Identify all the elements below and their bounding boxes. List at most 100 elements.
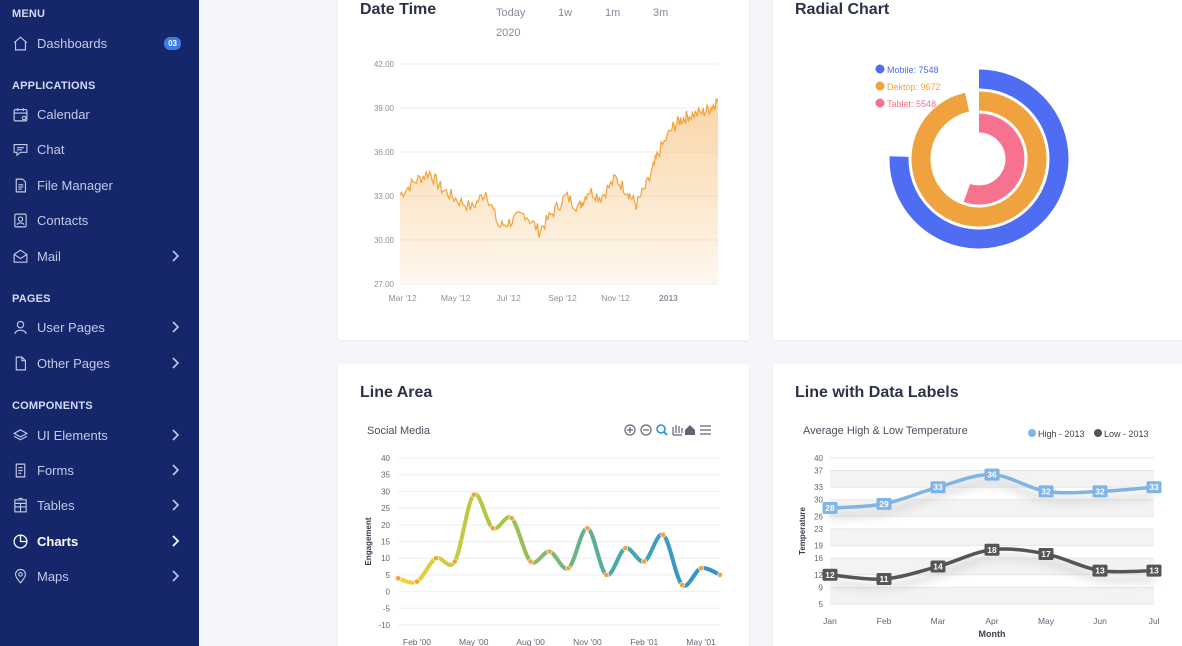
sidebar-item-tables[interactable]: Tables bbox=[0, 491, 199, 519]
y-tick-label: 16 bbox=[814, 554, 823, 563]
data-label-text: 33 bbox=[933, 482, 943, 492]
chat-icon bbox=[11, 140, 29, 158]
home-reset-icon[interactable] bbox=[685, 425, 695, 435]
data-label-box bbox=[984, 468, 1000, 481]
data-point bbox=[546, 548, 553, 555]
table-icon bbox=[11, 496, 29, 514]
data-point bbox=[679, 582, 686, 588]
menu-icon[interactable] bbox=[700, 425, 711, 435]
data-label-text: 29 bbox=[879, 499, 889, 509]
sidebar-item-other-pages[interactable]: Other Pages bbox=[0, 349, 199, 377]
data-label-box bbox=[930, 481, 946, 494]
x-tick-label: Feb '01 bbox=[630, 637, 658, 646]
sidebar-item-maps[interactable]: Maps bbox=[0, 562, 199, 590]
chevron-right-icon bbox=[172, 570, 180, 582]
sidebar-item-dashboards[interactable]: Dashboards 03 bbox=[0, 29, 199, 57]
data-point bbox=[432, 555, 439, 562]
line-shadow bbox=[829, 478, 1155, 521]
y-tick-label: 5 bbox=[386, 571, 391, 580]
y-tick-label: 10 bbox=[381, 554, 390, 563]
data-label: 17 bbox=[1038, 547, 1054, 560]
range-3m-button[interactable]: 3m bbox=[653, 7, 669, 19]
range-1m-button[interactable]: 1m bbox=[605, 7, 621, 19]
sidebar-item-mail[interactable]: Mail bbox=[0, 242, 199, 270]
card-line-data-labels: Line with Data Labels Average High & Low… bbox=[773, 364, 1182, 646]
section-title-components: COMPONENTS bbox=[12, 400, 93, 412]
data-label: 14 bbox=[930, 560, 946, 573]
x-tick-label: May '01 bbox=[686, 637, 716, 646]
legend-label: Tablet: 5548 bbox=[887, 99, 936, 109]
x-tick-label: Apr bbox=[985, 616, 998, 626]
sidebar-item-chat[interactable]: Chat bbox=[0, 135, 199, 163]
y-tick-label: 15 bbox=[381, 538, 390, 547]
y-axis-title: Temperature bbox=[798, 507, 807, 555]
sidebar-item-label: Maps bbox=[37, 568, 69, 584]
y-tick-label: 37 bbox=[814, 467, 823, 476]
zoom-out-icon[interactable] bbox=[640, 424, 652, 436]
dashboards-count-badge: 03 bbox=[164, 37, 181, 50]
card-date-time: Date Time Today 1w 1m 3m 2020 27.00 30.00… bbox=[338, 0, 749, 340]
data-label-box bbox=[1092, 564, 1108, 577]
x-tick-label: Jun bbox=[1093, 616, 1107, 626]
sidebar-item-charts[interactable]: Charts bbox=[0, 527, 199, 555]
data-label-box bbox=[1146, 481, 1162, 494]
chart-title: Average High & Low Temperature bbox=[803, 425, 968, 437]
form-icon bbox=[11, 461, 29, 479]
data-label-box bbox=[930, 560, 946, 573]
data-label-text: 28 bbox=[825, 503, 835, 513]
file-icon bbox=[11, 176, 29, 194]
section-title-pages: PAGES bbox=[12, 293, 51, 305]
card-title: Date Time bbox=[360, 1, 437, 18]
sidebar-item-user-pages[interactable]: User Pages bbox=[0, 313, 199, 341]
chevron-right-icon bbox=[172, 321, 180, 333]
range-today-button[interactable]: Today bbox=[496, 7, 526, 19]
data-point bbox=[565, 565, 572, 572]
x-tick-label: Feb '00 bbox=[403, 637, 431, 646]
sidebar-item-contacts[interactable]: Contacts bbox=[0, 206, 199, 234]
data-label-text: 17 bbox=[1041, 549, 1051, 559]
data-point bbox=[414, 578, 420, 585]
data-point bbox=[603, 571, 610, 578]
x-tick-label: Feb bbox=[877, 616, 892, 626]
data-label: 13 bbox=[1146, 564, 1162, 577]
calendar-icon bbox=[11, 105, 29, 123]
sidebar-item-label: Tables bbox=[37, 497, 75, 513]
data-label: 28 bbox=[822, 502, 838, 515]
card-title: Line Area bbox=[360, 384, 433, 401]
sidebar-item-label: Contacts bbox=[37, 212, 89, 228]
chevron-right-icon bbox=[172, 499, 180, 511]
sidebar-item-calendar[interactable]: Calendar bbox=[0, 100, 199, 128]
data-point bbox=[451, 558, 458, 565]
chevron-right-icon bbox=[172, 250, 180, 262]
data-label-text: 13 bbox=[1095, 566, 1105, 576]
sidebar-item-forms[interactable]: Forms bbox=[0, 456, 199, 484]
contacts-icon bbox=[11, 211, 29, 229]
y-tick-label: 39.00 bbox=[374, 104, 395, 113]
x-tick-label: Jul bbox=[1149, 616, 1160, 626]
x-tick-label: 2013 bbox=[659, 293, 678, 303]
data-label: 29 bbox=[876, 497, 892, 510]
y-tick-label: 19 bbox=[814, 542, 823, 551]
sidebar-item-ui-elements[interactable]: UI Elements bbox=[0, 421, 199, 449]
range-1w-button[interactable]: 1w bbox=[558, 7, 573, 19]
radial-bar-tablet bbox=[963, 113, 1025, 205]
pan-hand-icon[interactable] bbox=[672, 425, 683, 436]
map-pin-icon bbox=[11, 567, 29, 585]
data-point bbox=[395, 575, 401, 582]
range-2020-button[interactable]: 2020 bbox=[496, 27, 521, 39]
data-point bbox=[717, 571, 723, 578]
data-label-text: 32 bbox=[1041, 486, 1051, 496]
chevron-right-icon bbox=[172, 429, 180, 441]
data-point bbox=[584, 525, 591, 532]
section-title-applications: APPLICATIONS bbox=[12, 80, 96, 92]
y-tick-label: 30.00 bbox=[374, 236, 395, 245]
card-line-area: Line Area Social Media -10 -5 0 5 10 15 20 25 30 3… bbox=[338, 364, 749, 646]
data-point bbox=[489, 525, 496, 532]
legend-label: High - 2013 bbox=[1038, 429, 1085, 439]
data-label: 36 bbox=[984, 468, 1000, 481]
home-icon bbox=[11, 34, 29, 52]
zoom-in-icon[interactable] bbox=[624, 424, 636, 436]
search-zoom-icon[interactable] bbox=[656, 424, 668, 436]
y-tick-label: 33.00 bbox=[374, 192, 395, 201]
sidebar-item-file-manager[interactable]: File Manager bbox=[0, 171, 199, 199]
